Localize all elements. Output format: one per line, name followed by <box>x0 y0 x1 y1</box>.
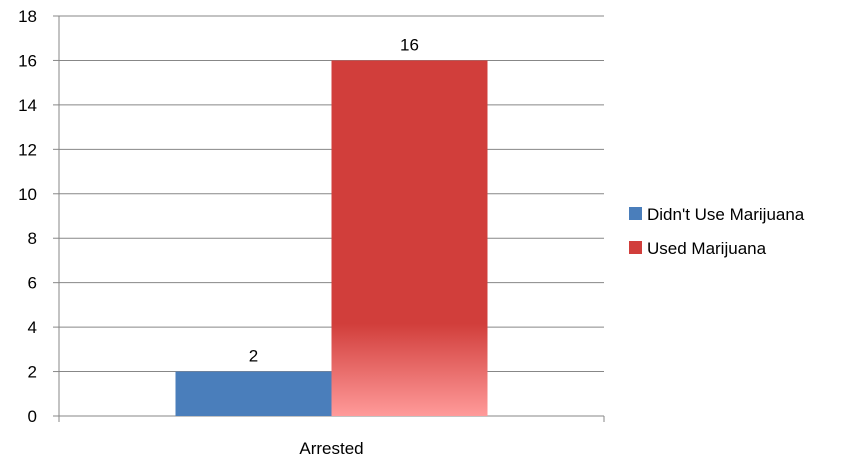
y-tick-label: 16 <box>18 51 37 70</box>
data-label: 16 <box>400 35 419 54</box>
legend: Didn't Use Marijuana Used Marijuana <box>629 205 805 258</box>
x-tick-label: Arrested <box>299 439 363 458</box>
y-tick-label: 12 <box>18 140 37 159</box>
y-tick-label: 10 <box>18 185 37 204</box>
legend-label: Didn't Use Marijuana <box>647 205 805 224</box>
y-tick-label: 8 <box>28 229 37 248</box>
legend-label: Used Marijuana <box>647 239 767 258</box>
data-label: 2 <box>249 347 258 366</box>
y-tick-label: 18 <box>18 7 37 26</box>
bar-used-marijuana <box>331 60 488 416</box>
y-tick-label: 14 <box>18 96 37 115</box>
legend-swatch <box>629 241 642 254</box>
data-labels: 2 16 <box>249 35 419 365</box>
bars <box>175 60 488 416</box>
y-tick-label: 4 <box>28 318 37 337</box>
y-tick-label: 2 <box>28 363 37 382</box>
y-tick-label: 0 <box>28 407 37 426</box>
y-tick-label: 6 <box>28 274 37 293</box>
bar-didnt-use-marijuana <box>175 371 332 416</box>
legend-swatch <box>629 207 642 220</box>
